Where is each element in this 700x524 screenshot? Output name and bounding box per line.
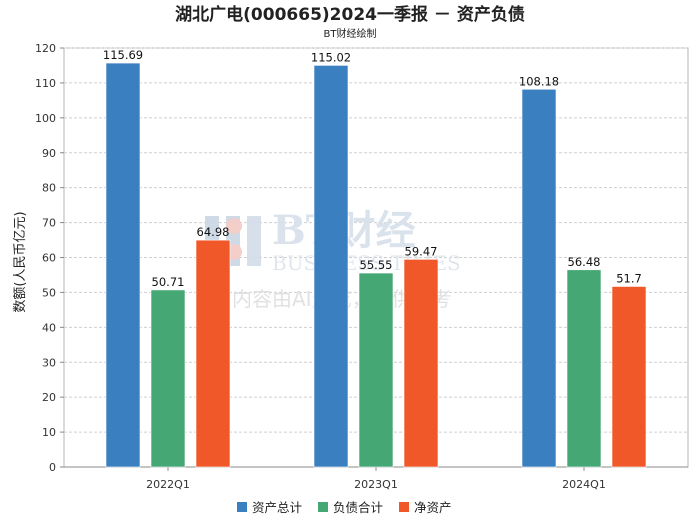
bar-负债合计 [150, 289, 186, 468]
bar-资产总计 [105, 62, 141, 468]
chart-subtitle: BT财经绘制 [324, 27, 377, 40]
y-tick-label: 100 [35, 112, 56, 125]
data-label: 64.98 [197, 225, 230, 239]
y-axis-label: 数额(人民币亿元) [13, 211, 28, 312]
data-label: 115.02 [311, 50, 351, 64]
y-tick-label: 120 [35, 42, 56, 55]
legend-swatch [318, 502, 328, 512]
watermark-logo-dot [226, 218, 242, 234]
y-tick-label: 20 [42, 391, 56, 404]
y-tick-label: 70 [42, 217, 56, 230]
data-label: 50.71 [152, 275, 185, 289]
chart-title: 湖北广电(000665)2024一季报 － 资产负债 [175, 4, 525, 25]
y-tick-label: 50 [42, 286, 56, 299]
y-tick-label: 60 [42, 252, 56, 265]
bar-净资产 [403, 259, 439, 468]
legend: 资产总计 负债合计 净资产 [237, 500, 452, 515]
y-tick-label: 80 [42, 182, 56, 195]
legend-label: 资产总计 [252, 500, 302, 515]
y-tick-label: 40 [42, 321, 56, 334]
bar-净资产 [195, 239, 231, 468]
bar-负债合计 [358, 272, 394, 468]
bar-资产总计 [521, 88, 557, 468]
y-tick-label: 0 [49, 461, 56, 474]
y-tick-label: 10 [42, 426, 56, 439]
y-tick-label: 90 [42, 147, 56, 160]
data-label: 108.18 [519, 74, 559, 88]
legend-label: 净资产 [414, 500, 452, 515]
bar-负债合计 [566, 269, 602, 468]
data-label: 55.55 [360, 258, 393, 272]
legend-swatch [399, 502, 409, 512]
y-tick-label: 110 [35, 77, 56, 90]
legend-label: 负债合计 [333, 500, 383, 515]
data-label: 56.48 [568, 255, 601, 269]
bars-layer [105, 62, 647, 468]
bar-资产总计 [313, 65, 349, 468]
data-label: 51.7 [616, 271, 642, 285]
legend-swatch [237, 502, 247, 512]
x-category-label: 2023Q1 [354, 478, 398, 491]
bar-净资产 [611, 286, 647, 468]
data-label: 59.47 [405, 244, 438, 258]
labels-layer: 115.69 50.71 64.98 115.02 55.55 59.47 108.18 56… [103, 48, 642, 289]
watermark-logo-bar [247, 216, 261, 266]
x-category-label: 2024Q1 [562, 478, 606, 491]
y-tick-label: 30 [42, 356, 56, 369]
x-category-label: 2022Q1 [146, 478, 190, 491]
data-label: 115.69 [103, 48, 143, 62]
